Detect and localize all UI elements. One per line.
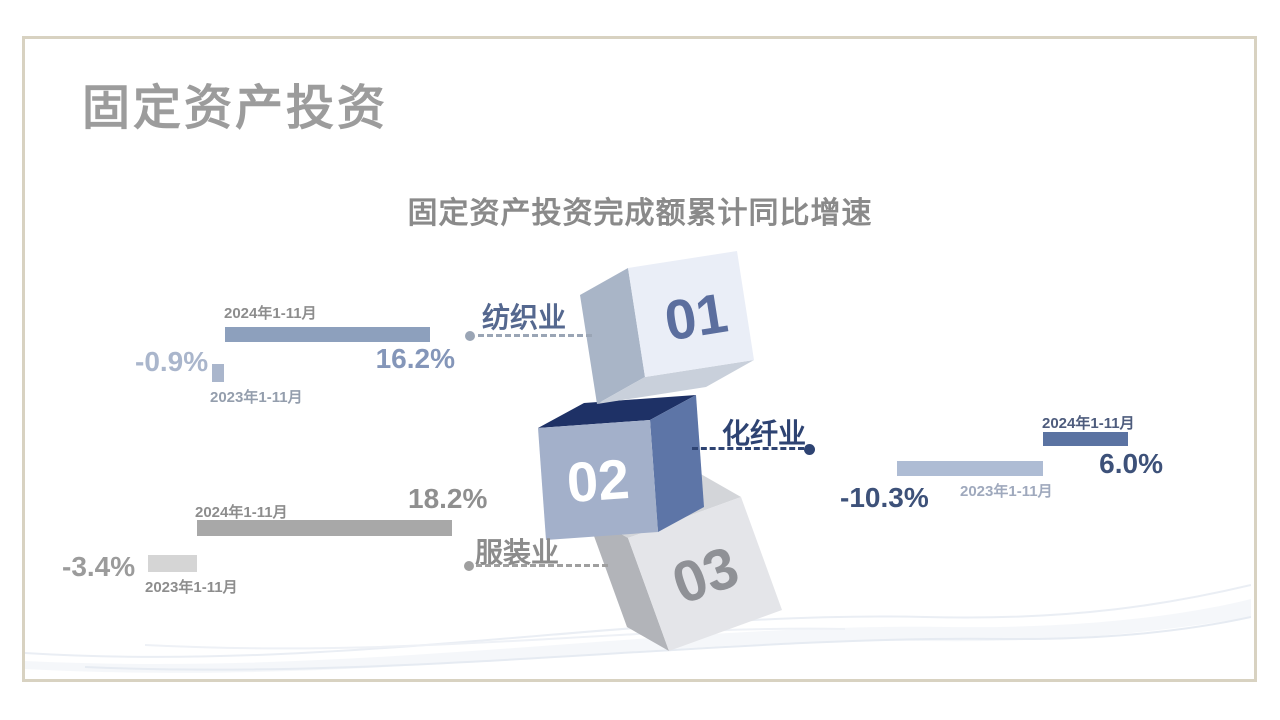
textile-period-2023: 2023年1-11月 [210, 389, 303, 406]
apparel-bar-2024 [197, 520, 452, 536]
chemfiber-bar-2023 [897, 461, 1043, 476]
connector-line-chemfiber [692, 447, 804, 450]
industry-label-apparel: 服装业 [475, 537, 560, 568]
chemfiber-value-2024: 6.0% [1099, 448, 1163, 479]
wave-decoration [25, 584, 1251, 673]
apparel-period-2023: 2023年1-11月 [145, 579, 238, 596]
textile-value-2023: -0.9% [135, 346, 209, 377]
apparel-value-2024: 18.2% [408, 483, 488, 514]
chemfiber-bar-2024 [1043, 432, 1128, 446]
connector-dot-apparel [464, 561, 474, 571]
page-title: 固定资产投资 [82, 82, 389, 135]
apparel-bar-2023 [148, 555, 197, 572]
chemfiber-value-2023: -10.3% [840, 482, 929, 513]
cube-02-top-face [538, 395, 696, 428]
chemfiber-period-2023: 2023年1-11月 [960, 483, 1053, 500]
cube-01-number: 01 [660, 281, 731, 353]
cube-02-front-face [538, 420, 658, 540]
textile-value-2024: 16.2% [375, 343, 455, 374]
industry-label-textile: 纺织业 [482, 302, 567, 333]
cube-02: 02 [538, 395, 704, 540]
cube-02-right-face [650, 395, 704, 532]
cube-01: 01 [580, 251, 754, 404]
chemfiber-period-2024: 2024年1-11月 [1042, 415, 1135, 432]
textile-period-2024: 2024年1-11月 [224, 305, 317, 322]
cube-01-bottom-face [597, 360, 754, 404]
cube-03-front-face [628, 497, 782, 651]
cube-01-left-face [580, 268, 645, 404]
connector-dot-chemfiber [804, 444, 815, 455]
industry-label-chemfiber: 化纤业 [722, 418, 807, 449]
connector-dot-textile [465, 331, 475, 341]
cube-03-left-face [586, 514, 669, 651]
connector-line-apparel [476, 564, 608, 567]
textile-bar-2024 [225, 327, 430, 342]
slide-frame [22, 36, 1257, 682]
connector-line-textile [478, 334, 592, 337]
apparel-period-2024: 2024年1-11月 [195, 504, 288, 521]
cube-01-front-face [628, 251, 754, 377]
chart-title: 固定资产投资完成额累计同比增速 [407, 197, 873, 230]
apparel-value-2023: -3.4% [62, 551, 136, 582]
cube-02-number: 02 [565, 447, 632, 514]
textile-bar-2023 [212, 364, 224, 382]
